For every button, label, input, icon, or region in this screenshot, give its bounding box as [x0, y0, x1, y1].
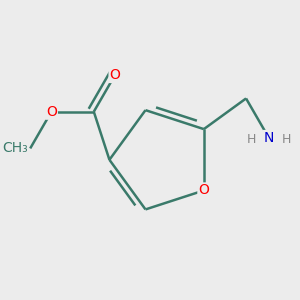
Text: O: O — [46, 105, 57, 119]
Text: O: O — [110, 68, 120, 82]
Text: H: H — [282, 133, 292, 146]
Text: CH₃: CH₃ — [2, 141, 28, 155]
Text: O: O — [198, 184, 209, 197]
Text: N: N — [264, 131, 274, 145]
Text: H: H — [246, 133, 256, 146]
